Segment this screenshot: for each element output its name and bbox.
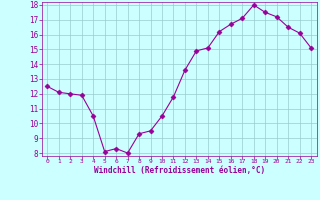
X-axis label: Windchill (Refroidissement éolien,°C): Windchill (Refroidissement éolien,°C) [94, 166, 265, 175]
